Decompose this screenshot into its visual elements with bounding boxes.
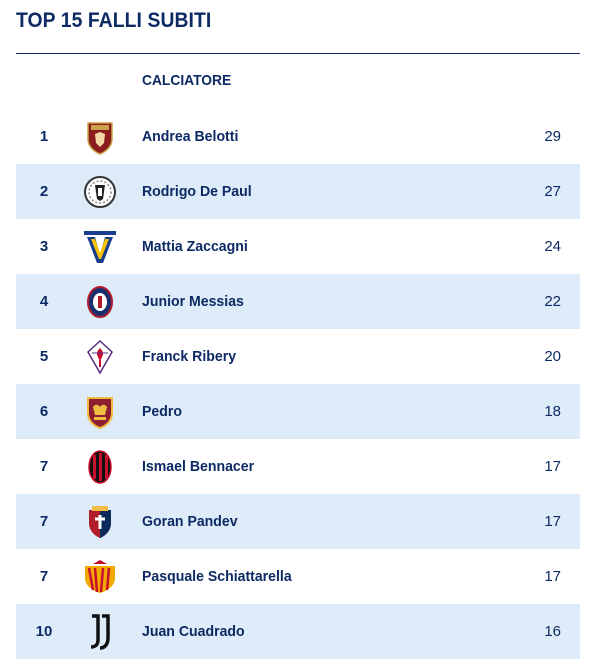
rank-cell: 10	[35, 623, 53, 640]
rank-cell: 4	[39, 293, 49, 310]
page-title: TOP 15 FALLI SUBITI	[16, 9, 212, 32]
rank-cell: 7	[39, 458, 49, 475]
column-header-player: CALCIATORE	[142, 72, 232, 89]
table-row[interactable]: 3 Mattia Zaccagni 24	[16, 219, 580, 274]
fouls-value: 16	[544, 623, 561, 640]
fouls-value: 17	[544, 568, 561, 585]
table-row[interactable]: 5 Franck Ribery 20	[16, 329, 580, 384]
table-row[interactable]: 7 Pasquale Schiattarella 17	[16, 549, 580, 604]
juventus-crest-icon	[82, 614, 118, 650]
player-name[interactable]: Pedro	[142, 403, 182, 420]
roma-crest-icon	[82, 394, 118, 430]
fouls-value: 18	[544, 403, 561, 420]
udinese-crest-icon	[82, 174, 118, 210]
table-row[interactable]: 7 Ismael Bennacer 17	[16, 439, 580, 494]
player-name[interactable]: Goran Pandev	[142, 513, 238, 530]
benevento-crest-icon	[82, 559, 118, 595]
fouls-value: 17	[544, 513, 561, 530]
table-row[interactable]: 10 Juan Cuadrado 16	[16, 604, 580, 659]
fouls-value: 29	[544, 128, 561, 145]
crotone-crest-icon	[82, 284, 118, 320]
rank-cell: 2	[39, 183, 49, 200]
rank-cell: 7	[39, 513, 49, 530]
rank-cell: 7	[39, 568, 49, 585]
player-name[interactable]: Rodrigo De Paul	[142, 183, 252, 200]
fouls-value: 20	[544, 348, 561, 365]
fouls-value: 22	[544, 293, 561, 310]
table-row[interactable]: 4 Junior Messias 22	[16, 274, 580, 329]
table-header: CALCIATORE	[16, 54, 580, 109]
rank-cell: 1	[39, 128, 49, 145]
player-name[interactable]: Mattia Zaccagni	[142, 238, 248, 255]
table-row[interactable]: 2 Rodrigo De Paul 27	[16, 164, 580, 219]
genoa-crest-icon	[82, 504, 118, 540]
milan-crest-icon	[82, 449, 118, 485]
player-name[interactable]: Ismael Bennacer	[142, 458, 255, 475]
fouls-value: 17	[544, 458, 561, 475]
verona-crest-icon	[82, 229, 118, 265]
title-divider	[16, 53, 580, 54]
fiorentina-crest-icon	[82, 339, 118, 375]
rank-cell: 3	[39, 238, 49, 255]
rank-cell: 6	[39, 403, 49, 420]
fouls-value: 24	[544, 238, 561, 255]
table-row[interactable]: 7 Goran Pandev 17	[16, 494, 580, 549]
player-name[interactable]: Junior Messias	[142, 293, 244, 310]
player-name[interactable]: Pasquale Schiattarella	[142, 568, 292, 585]
torino-crest-icon	[82, 119, 118, 155]
table-row[interactable]: 1 Andrea Belotti 29	[16, 109, 580, 164]
player-name[interactable]: Andrea Belotti	[142, 128, 239, 145]
rank-cell: 5	[39, 348, 49, 365]
fouls-value: 27	[544, 183, 561, 200]
player-name[interactable]: Franck Ribery	[142, 348, 237, 365]
table-row[interactable]: 6 Pedro 18	[16, 384, 580, 439]
player-name[interactable]: Juan Cuadrado	[142, 623, 245, 640]
stats-table: CALCIATORE 1 Andrea Belotti 29 2 Rodrigo…	[16, 54, 580, 659]
